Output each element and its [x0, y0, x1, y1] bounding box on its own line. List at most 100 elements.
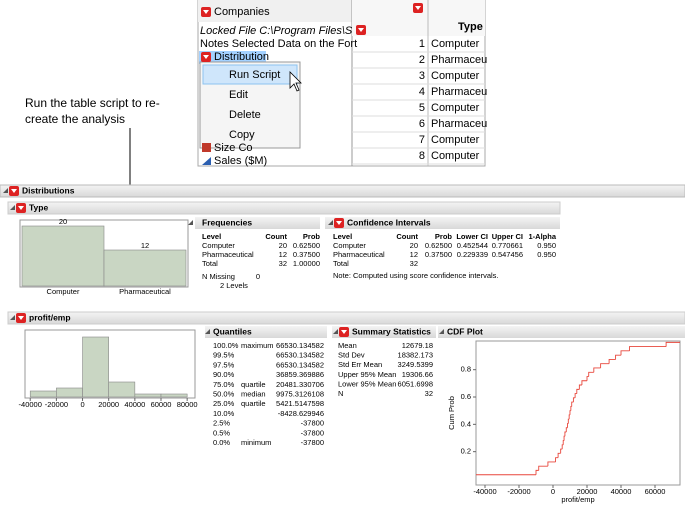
- table-title: Summary Statistics: [352, 326, 431, 336]
- x-tick-label: 40000: [611, 487, 632, 496]
- cdf-step: [600, 363, 610, 368]
- cdf-step: [547, 461, 556, 467]
- cell: Computer: [431, 38, 480, 50]
- cdf-step: [574, 393, 577, 398]
- x-axis-label: profit/emp: [561, 495, 594, 504]
- disclosure-icon: [205, 329, 210, 334]
- table-cell: Pharmaceutical: [202, 250, 254, 259]
- table-cell: 90.0%: [213, 370, 235, 379]
- menu-item[interactable]: Run Script: [229, 69, 280, 81]
- cdf-step: [557, 452, 561, 458]
- table-cell: 0.229339: [457, 250, 488, 259]
- cdf-step: [572, 397, 576, 403]
- x-tick-label: 20000: [577, 487, 598, 496]
- table-cell: 5421.5147598: [276, 399, 324, 408]
- x-tick-label: 0: [551, 487, 555, 496]
- disclosure-icon: [3, 188, 8, 193]
- column-header: Count: [396, 232, 418, 241]
- table-cell: 25.0%: [213, 399, 235, 408]
- table-cell: Std Err Mean: [338, 360, 382, 369]
- table-cell: 10.0%: [213, 409, 235, 418]
- table-header: [438, 326, 685, 338]
- note: Note: Computed using score confidence in…: [333, 271, 499, 280]
- bar: [134, 393, 162, 398]
- menu-item[interactable]: Delete: [229, 109, 261, 121]
- disclosure-icon: [10, 315, 15, 320]
- cell: Computer: [431, 134, 480, 146]
- table-cell: 32: [410, 259, 418, 268]
- table-cell: 1.00000: [293, 259, 320, 268]
- disclosure-icon: [439, 329, 444, 334]
- x-tick-label: 0: [80, 400, 84, 409]
- bar: [21, 225, 105, 287]
- cell: Computer: [431, 150, 480, 162]
- table-title: Quantiles: [213, 326, 252, 336]
- table-cell: 0.37500: [293, 250, 320, 259]
- cell: Pharmaceu: [431, 54, 487, 66]
- table-cell: Lower 95% Mean: [338, 379, 396, 388]
- table-cell: 75.0%: [213, 380, 235, 389]
- table-cell: 0.547456: [492, 250, 523, 259]
- data-table-window: Companies Locked File C:\Program Files\SN…: [197, 0, 487, 167]
- table-cell: 18382.173: [398, 351, 433, 360]
- table-header: [205, 326, 327, 338]
- cdf-step: [567, 423, 569, 428]
- column-header: Type: [458, 21, 483, 33]
- cell: Computer: [431, 70, 480, 82]
- menu-item[interactable]: Edit: [229, 89, 248, 101]
- plot-frame: [475, 340, 681, 486]
- bar: [82, 336, 109, 398]
- selection: [199, 51, 266, 64]
- table-cell: 99.5%: [213, 351, 235, 360]
- section-header: [0, 184, 685, 198]
- row-number: 2: [419, 54, 425, 66]
- notes: Notes Selected Data on the Fort: [200, 38, 357, 50]
- bar: [160, 393, 188, 398]
- column-header: Prob: [435, 232, 453, 241]
- report: Distributions Type profit/emp 20 Computer 12 P…: [0, 184, 685, 504]
- data-label: 12: [141, 241, 149, 250]
- cdf-step: [576, 388, 580, 394]
- panel-header: [198, 0, 352, 22]
- table-cell: 0.5%: [213, 428, 230, 437]
- table-cell: Total: [202, 259, 218, 268]
- table-cell: Computer: [333, 241, 366, 250]
- table-cell: 0.62500: [293, 241, 320, 250]
- table-cell: 12: [279, 250, 287, 259]
- table-cell: 66530.134582: [276, 351, 324, 360]
- table-cell: 0: [256, 272, 260, 281]
- dropdown-arrow: [11, 189, 17, 193]
- locked-file: Locked File C:\Program Files\S: [200, 25, 353, 37]
- cdf-step: [620, 350, 630, 356]
- dropdown-arrow: [336, 221, 342, 225]
- table-cell: -37800: [301, 438, 324, 447]
- column-icon: [202, 157, 211, 165]
- table-cell: 2.5%: [213, 419, 230, 428]
- cdf-step: [578, 384, 582, 390]
- dropdown-arrow: [415, 6, 421, 10]
- cdf-step: [588, 371, 594, 377]
- menu-item[interactable]: Copy: [229, 129, 255, 141]
- disclosure-icon: [328, 220, 333, 225]
- x-tick-label: 40000: [124, 400, 145, 409]
- dropdown-arrow: [203, 55, 209, 59]
- table-cell: 97.5%: [213, 360, 235, 369]
- x-tick-label: -20000: [45, 400, 68, 409]
- table-cell: 36859.369886: [276, 370, 324, 379]
- cdf-step: [608, 358, 616, 364]
- table-cell: 0.37500: [425, 250, 452, 259]
- callout-text: Run the table script to re-: [25, 96, 160, 110]
- table-cell: 0.0%: [213, 438, 230, 447]
- cdf-step: [560, 448, 563, 454]
- column-header: Upper CI: [492, 232, 523, 241]
- dropdown-arrow: [203, 10, 209, 14]
- dropdown-arrow: [341, 330, 347, 334]
- cdf-step: [581, 380, 588, 385]
- column-header: Lower CI: [456, 232, 488, 241]
- cdf-step: [564, 431, 567, 437]
- column-header: Level: [202, 232, 221, 241]
- report-title: Distributions: [22, 185, 75, 195]
- cdf-step: [629, 346, 667, 351]
